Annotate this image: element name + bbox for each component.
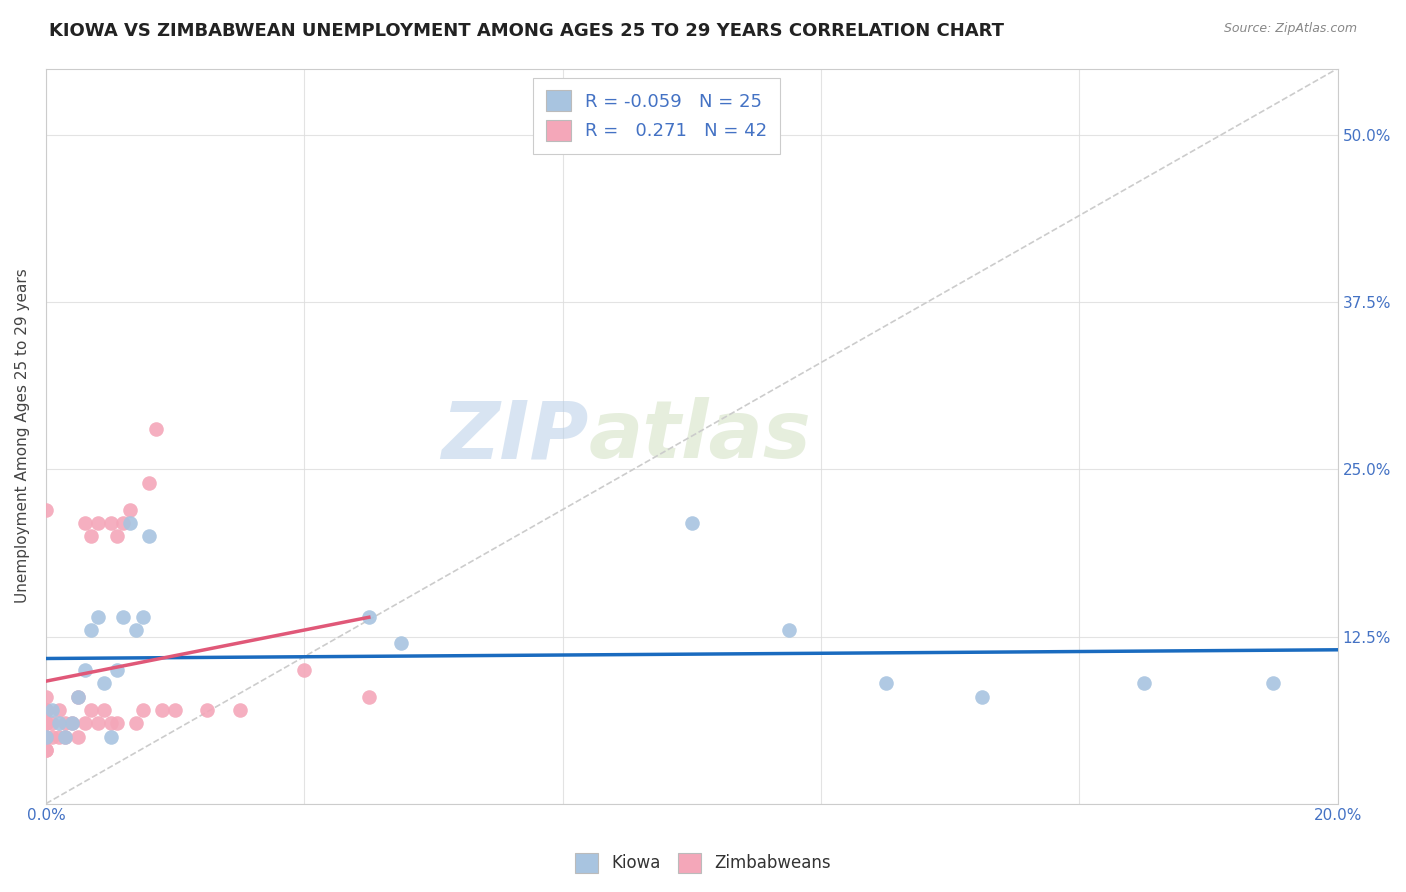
Y-axis label: Unemployment Among Ages 25 to 29 years: Unemployment Among Ages 25 to 29 years <box>15 268 30 604</box>
Point <box>80 623 103 637</box>
Point <box>132 609 155 624</box>
Point <box>67 690 90 704</box>
Point <box>53 730 76 744</box>
Point <box>35 743 58 757</box>
Point <box>1133 676 1156 690</box>
Point <box>73 663 96 677</box>
Point <box>1261 676 1284 690</box>
Point <box>100 716 122 731</box>
Point <box>105 716 128 731</box>
Point <box>778 623 800 637</box>
Point <box>118 516 141 530</box>
Point <box>35 502 58 516</box>
Text: ZIP: ZIP <box>441 397 589 475</box>
Point <box>48 716 70 731</box>
Legend: Kiowa, Zimbabweans: Kiowa, Zimbabweans <box>568 847 838 880</box>
Point <box>35 690 58 704</box>
Point <box>357 690 380 704</box>
Point <box>292 663 315 677</box>
Point <box>35 743 58 757</box>
Point <box>41 716 63 731</box>
Point <box>35 716 58 731</box>
Point <box>150 703 173 717</box>
Point <box>67 730 90 744</box>
Point <box>73 516 96 530</box>
Point <box>86 516 108 530</box>
Point <box>125 716 148 731</box>
Point <box>875 676 897 690</box>
Point <box>73 716 96 731</box>
Point <box>105 663 128 677</box>
Point <box>389 636 412 650</box>
Point <box>93 703 115 717</box>
Point <box>48 730 70 744</box>
Point <box>80 703 103 717</box>
Point <box>145 422 167 436</box>
Point <box>41 703 63 717</box>
Point <box>118 502 141 516</box>
Point <box>86 716 108 731</box>
Point <box>112 609 135 624</box>
Point <box>681 516 703 530</box>
Point <box>80 529 103 543</box>
Point <box>138 475 160 490</box>
Point <box>41 730 63 744</box>
Point <box>132 703 155 717</box>
Point <box>165 703 187 717</box>
Point <box>35 730 58 744</box>
Point <box>138 529 160 543</box>
Point <box>53 716 76 731</box>
Point <box>972 690 994 704</box>
Point <box>357 609 380 624</box>
Point <box>105 529 128 543</box>
Text: KIOWA VS ZIMBABWEAN UNEMPLOYMENT AMONG AGES 25 TO 29 YEARS CORRELATION CHART: KIOWA VS ZIMBABWEAN UNEMPLOYMENT AMONG A… <box>49 22 1004 40</box>
Point <box>60 716 83 731</box>
Point <box>35 716 58 731</box>
Point <box>197 703 219 717</box>
Legend: R = -0.059   N = 25, R =   0.271   N = 42: R = -0.059 N = 25, R = 0.271 N = 42 <box>533 78 780 153</box>
Point <box>35 703 58 717</box>
Point <box>48 703 70 717</box>
Point <box>125 623 148 637</box>
Point <box>35 703 58 717</box>
Point <box>67 690 90 704</box>
Point <box>100 516 122 530</box>
Point <box>100 730 122 744</box>
Point <box>53 730 76 744</box>
Point <box>112 516 135 530</box>
Point <box>93 676 115 690</box>
Point <box>60 716 83 731</box>
Point <box>228 703 250 717</box>
Point <box>86 609 108 624</box>
Point <box>35 730 58 744</box>
Point <box>35 730 58 744</box>
Text: Source: ZipAtlas.com: Source: ZipAtlas.com <box>1223 22 1357 36</box>
Text: atlas: atlas <box>589 397 811 475</box>
